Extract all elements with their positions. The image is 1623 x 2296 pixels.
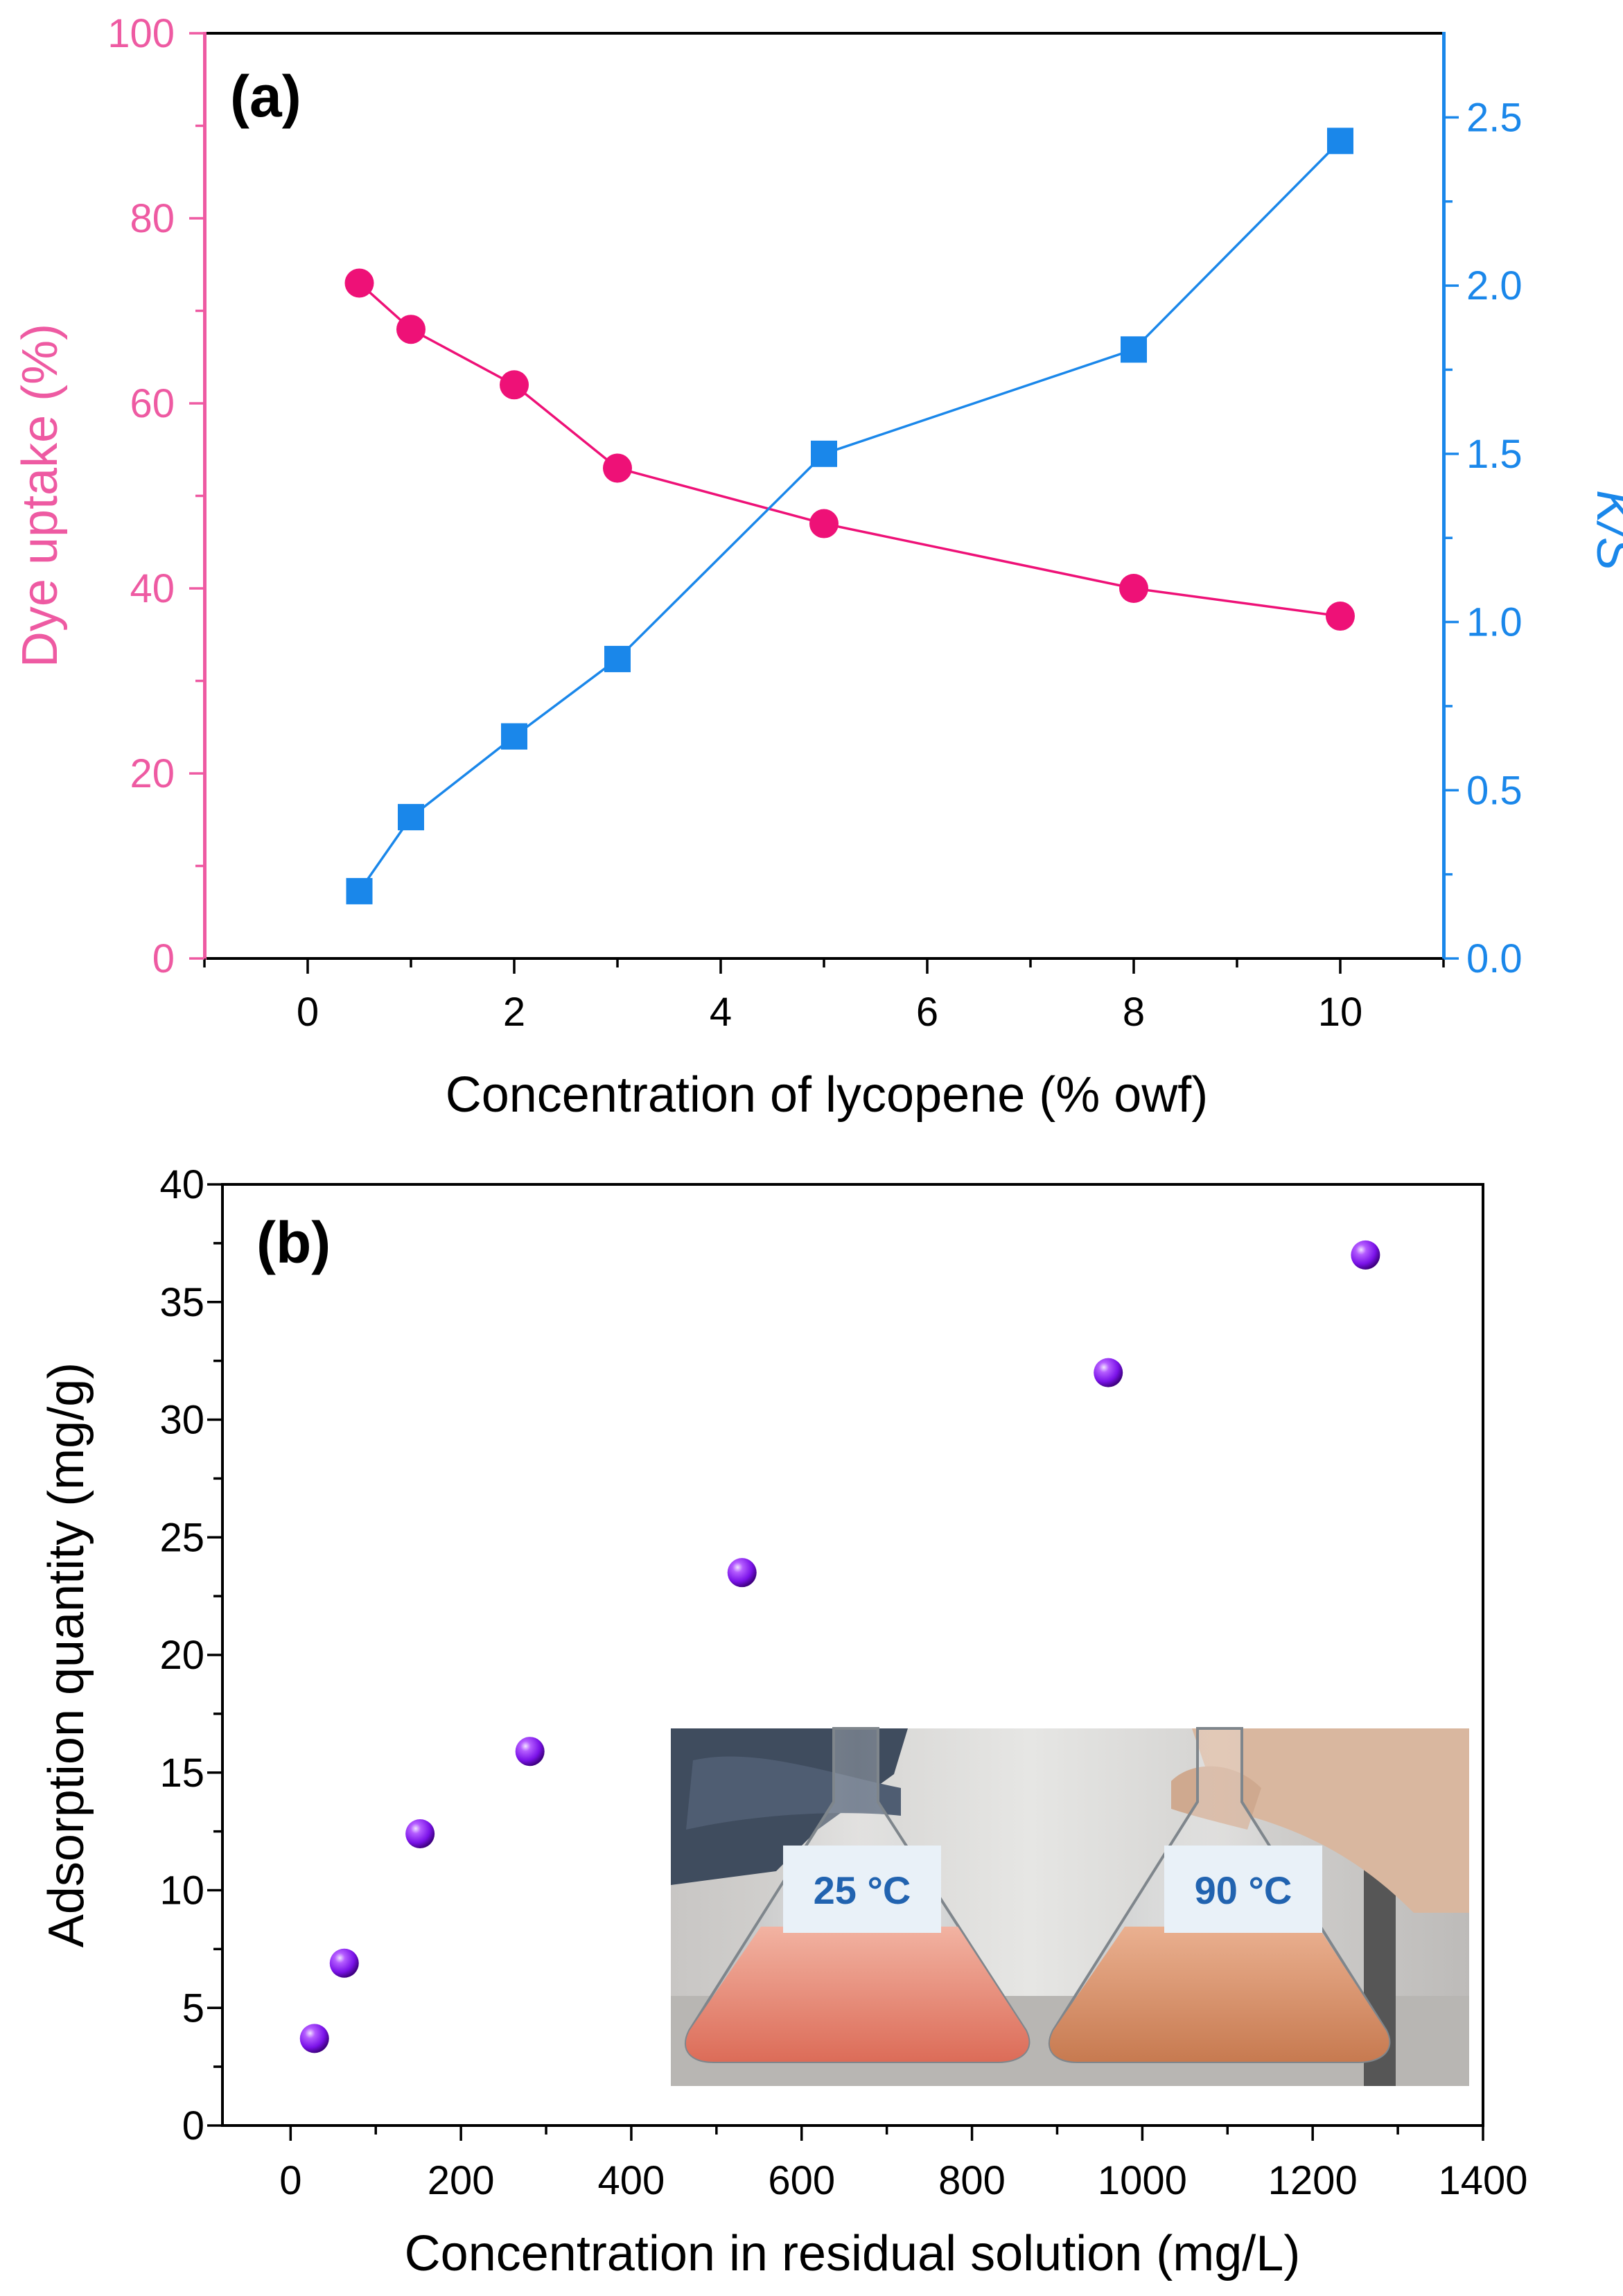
dye-uptake-point-0 — [344, 268, 374, 298]
panel-a-x-tick-label-1: 2 — [503, 990, 525, 1035]
adsorption-point-3 — [515, 1737, 545, 1767]
flask-right-label-box — [1164, 1846, 1322, 1933]
adsorption-point-0 — [299, 2024, 329, 2053]
panel-b-y-tick-label-5: 25 — [159, 1515, 204, 1560]
panel-b-y-tick-label-6: 30 — [159, 1398, 204, 1443]
panel-a-x-ticks: 0 2 4 6 8 10 — [203, 958, 1445, 1035]
ks-point-4 — [811, 440, 837, 467]
panel-b-y-tick-label-4: 20 — [159, 1633, 204, 1678]
panel-a-marks — [344, 128, 1355, 904]
panel-b-x-tick-label-3: 600 — [768, 2158, 835, 2203]
panel-b-y-tick-label-3: 15 — [159, 1751, 204, 1796]
adsorption-point-6 — [1351, 1240, 1380, 1270]
panel-b-y-tick-label-8: 40 — [159, 1162, 204, 1207]
panel-a-y-tick-label-3: 60 — [130, 381, 175, 426]
panel-a-y2-tick-label-4: 2.0 — [1466, 263, 1523, 308]
panel-b-x-tick-label-5: 1000 — [1098, 2158, 1187, 2203]
panel-a-y-tick-label-5: 100 — [107, 11, 175, 56]
ks-point-0 — [346, 877, 373, 904]
panel-a-x-tick-label-0: 0 — [297, 990, 319, 1035]
panel-a-y2-tick-label-2: 1.0 — [1466, 600, 1523, 645]
panel-b-marks — [299, 1240, 1380, 2053]
ks-point-6 — [1327, 128, 1353, 155]
panel-a-x-tick-label-4: 8 — [1123, 990, 1145, 1035]
panel-b-x-tick-label-4: 800 — [938, 2158, 1006, 2203]
adsorption-point-1 — [329, 1948, 359, 1978]
panel-a-x-axis-label: Concentration of lycopene (% owf) — [446, 1067, 1209, 1123]
panel-b-y-ticks: 0 5 10 15 20 25 30 35 40 — [159, 1162, 222, 2148]
panel-b-x-axis-label: Concentration in residual solution (mg/L… — [405, 2226, 1301, 2281]
panel-b-x-tick-label-0: 0 — [279, 2158, 301, 2203]
dye-uptake-point-5 — [1119, 574, 1148, 603]
panel-b-x-tick-label-7: 1400 — [1438, 2158, 1527, 2203]
flask-left-label-box — [783, 1846, 941, 1933]
panel-b-y-tick-label-2: 10 — [159, 1868, 204, 1913]
flask-right-label: 90 °C — [1195, 1868, 1292, 1912]
panel-b-x-ticks: 0 200 400 600 800 1000 1200 1400 — [279, 2126, 1528, 2203]
ks-point-2 — [501, 723, 527, 750]
panel-a-x-tick-label-2: 4 — [710, 990, 732, 1035]
right-flask-liquid — [1049, 1927, 1389, 2062]
panel-a-label: (a) — [230, 64, 301, 129]
panel-a-x-tick-label-5: 10 — [1318, 990, 1363, 1035]
panel-a-y2-tick-label-5: 2.5 — [1466, 95, 1523, 140]
ks-point-3 — [604, 645, 631, 672]
panel-a-y2-axis-label: K/S — [1586, 490, 1623, 570]
panel-a-y2-tick-label-1: 0.5 — [1466, 768, 1523, 813]
panel-a-y-axis-label: Dye uptake (%) — [12, 324, 68, 667]
panel-b-bottom-axis-line — [221, 2124, 1484, 2127]
dye-uptake-point-4 — [809, 509, 839, 538]
adsorption-point-2 — [405, 1819, 435, 1849]
dye-uptake-point-2 — [500, 370, 529, 400]
inset-photo: 25 °C 90 °C — [671, 1727, 1469, 2086]
panel-b-y-axis-label: Adsorption quantity (mg/g) — [39, 1362, 94, 1947]
panel-a-right-axis-line — [1442, 32, 1446, 960]
series-ks-line — [358, 140, 1342, 892]
panel-a-y-tick-label-0: 0 — [152, 936, 175, 981]
chart-panel-b: 25 °C 90 °C 0 200 400 600 800 1000 1200 1400 0 5… — [39, 1162, 1528, 2281]
panel-b-y-tick-label-7: 35 — [159, 1280, 204, 1325]
flask-left-label: 25 °C — [814, 1868, 911, 1912]
panel-a-y-tick-label-4: 80 — [130, 196, 175, 241]
dye-uptake-point-1 — [396, 315, 426, 344]
panel-b-x-tick-label-2: 400 — [598, 2158, 665, 2203]
adsorption-point-4 — [727, 1558, 757, 1588]
panel-b-label: (b) — [256, 1210, 331, 1275]
panel-b-x-tick-label-6: 1200 — [1268, 2158, 1358, 2203]
series-dye-uptake-line — [358, 282, 1341, 617]
panel-a-frame-top — [206, 32, 1444, 35]
panel-a-y-tick-label-1: 20 — [130, 751, 175, 796]
panel-a-y-ticks: 0 20 40 60 80 100 — [107, 11, 204, 981]
panel-b-frame-top — [221, 1183, 1484, 1186]
dye-uptake-point-3 — [603, 453, 632, 483]
panel-a-y2-ticks: 0.0 0.5 1.0 1.5 2.0 2.5 — [1444, 95, 1523, 981]
panel-b-y-tick-label-0: 0 — [182, 2103, 204, 2148]
panel-a-y2-tick-label-0: 0.0 — [1466, 936, 1523, 981]
panel-b-y-tick-label-1: 5 — [182, 1986, 204, 2031]
panel-b-frame-right — [1482, 1183, 1484, 2127]
dye-uptake-point-6 — [1326, 602, 1355, 631]
panel-a-left-axis-line — [203, 32, 207, 960]
adsorption-point-5 — [1094, 1358, 1123, 1387]
left-flask-liquid — [685, 1927, 1029, 2062]
ks-point-1 — [398, 804, 424, 831]
panel-a-y2-tick-label-3: 1.5 — [1466, 432, 1523, 477]
panel-b-x-tick-label-1: 200 — [428, 2158, 495, 2203]
panel-a-y-tick-label-2: 40 — [130, 566, 175, 611]
ks-point-5 — [1121, 336, 1147, 363]
panel-a-x-tick-label-3: 6 — [916, 990, 938, 1035]
bare-hand-shape — [1192, 1728, 1469, 1913]
